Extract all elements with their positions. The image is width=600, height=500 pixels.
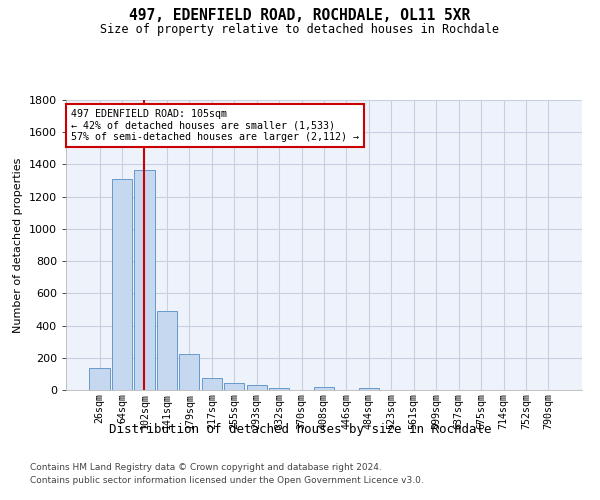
Bar (89, 368, 110, 390)
Bar (112, 179, 132, 390)
Bar (247, 386, 267, 390)
Bar (157, 311, 177, 390)
Bar (224, 383, 244, 390)
Text: Contains HM Land Registry data © Crown copyright and database right 2024.: Contains HM Land Registry data © Crown c… (30, 464, 382, 472)
Y-axis label: Number of detached properties: Number of detached properties (13, 158, 23, 332)
Text: Size of property relative to detached houses in Rochdale: Size of property relative to detached ho… (101, 22, 499, 36)
Text: 497 EDENFIELD ROAD: 105sqm
← 42% of detached houses are smaller (1,533)
57% of s: 497 EDENFIELD ROAD: 105sqm ← 42% of deta… (71, 108, 359, 142)
Bar (359, 388, 379, 390)
Bar (314, 387, 334, 390)
Bar (134, 170, 155, 390)
Text: 497, EDENFIELD ROAD, ROCHDALE, OL11 5XR: 497, EDENFIELD ROAD, ROCHDALE, OL11 5XR (130, 8, 470, 22)
Text: Distribution of detached houses by size in Rochdale: Distribution of detached houses by size … (109, 422, 491, 436)
Bar (202, 378, 222, 390)
Bar (269, 388, 289, 390)
Bar (179, 354, 199, 390)
Text: Contains public sector information licensed under the Open Government Licence v3: Contains public sector information licen… (30, 476, 424, 485)
